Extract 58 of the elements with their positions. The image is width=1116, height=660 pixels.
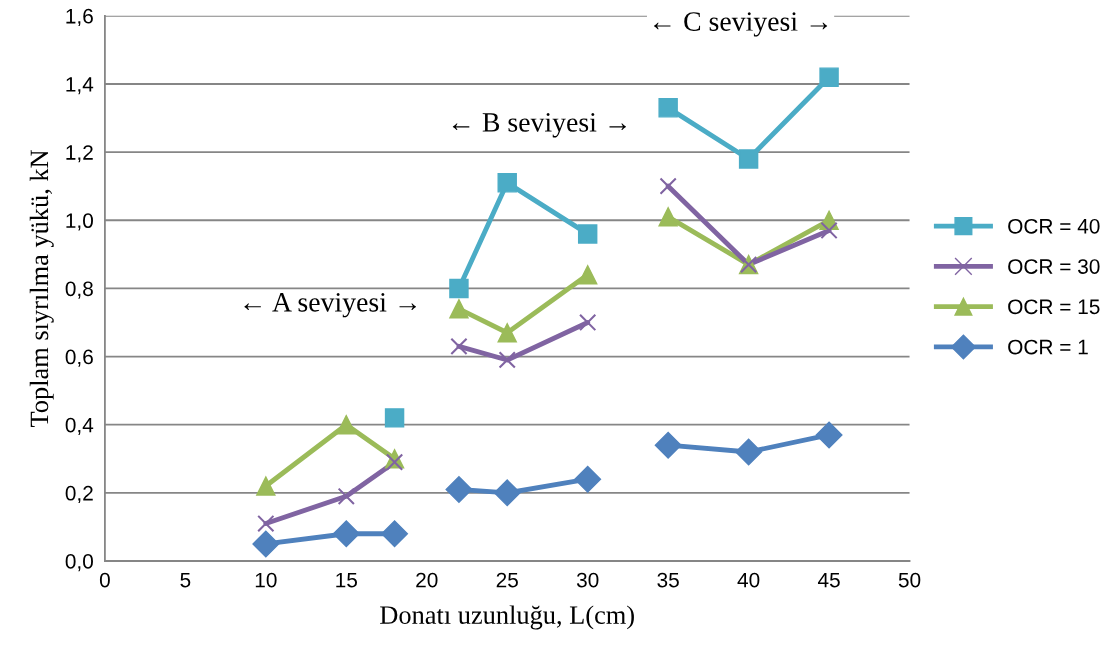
x-tick-label: 25 xyxy=(496,572,518,588)
y-tick-label: 1,4 xyxy=(66,77,94,95)
point xyxy=(574,465,602,493)
x-tick-label: 0 xyxy=(99,572,110,588)
legend-label: OCR = 15 xyxy=(1008,299,1100,315)
point xyxy=(819,67,839,87)
point xyxy=(256,476,276,496)
point xyxy=(659,177,677,195)
y-tick-label: 1,6 xyxy=(66,8,93,27)
x-tick-label: 45 xyxy=(817,572,840,588)
annotation: ← A seviyesi → xyxy=(244,292,416,318)
x-tick-label: 15 xyxy=(336,572,358,588)
x-tick-label: 35 xyxy=(657,572,679,588)
y-tick-label: 1,2 xyxy=(66,145,93,163)
y-tick-label: 0,6 xyxy=(65,349,93,367)
point xyxy=(735,438,763,466)
point xyxy=(738,149,759,169)
y-tick-label: 0,8 xyxy=(65,281,93,299)
point xyxy=(384,408,405,428)
point xyxy=(449,278,469,299)
point xyxy=(497,322,517,343)
x-tick-label: 10 xyxy=(255,572,277,588)
annotation: ← B seviyesi → xyxy=(452,113,626,138)
point xyxy=(577,265,598,285)
point xyxy=(332,520,360,548)
y-tick-label: 0,2 xyxy=(65,485,93,504)
point xyxy=(497,173,517,193)
legend-label: OCR = 1 xyxy=(1008,339,1088,355)
point xyxy=(493,479,521,507)
point xyxy=(815,421,843,449)
point xyxy=(658,98,678,118)
point xyxy=(498,351,516,369)
point xyxy=(654,431,682,459)
point xyxy=(450,337,468,356)
x-tick-label: 40 xyxy=(737,572,760,588)
annotation: ← C seviyesi → xyxy=(654,12,828,37)
x-tick-label: 50 xyxy=(898,572,921,588)
point xyxy=(381,520,409,548)
legend-label: OCR = 40 xyxy=(1008,218,1100,234)
point xyxy=(658,207,678,227)
legend-label: OCR = 30 xyxy=(1008,259,1100,274)
point xyxy=(820,221,838,240)
point xyxy=(257,514,275,533)
point xyxy=(336,414,357,435)
point xyxy=(577,224,598,244)
y-axis-title: Toplam sıyrılma yükü, kN xyxy=(29,149,54,428)
point xyxy=(337,487,355,505)
x-axis-title: Donatı uzunluğu, L(cm) xyxy=(380,605,634,630)
y-tick-label: 1,0 xyxy=(66,213,93,231)
x-tick-label: 5 xyxy=(180,572,191,588)
x-tick-label: 20 xyxy=(416,572,438,588)
point xyxy=(252,530,280,558)
point xyxy=(445,475,473,503)
y-tick-label: 0,0 xyxy=(65,554,93,572)
y-tick-label: 0,4 xyxy=(65,417,94,435)
point xyxy=(449,299,469,319)
x-tick-label: 30 xyxy=(576,572,599,588)
point xyxy=(579,313,597,332)
